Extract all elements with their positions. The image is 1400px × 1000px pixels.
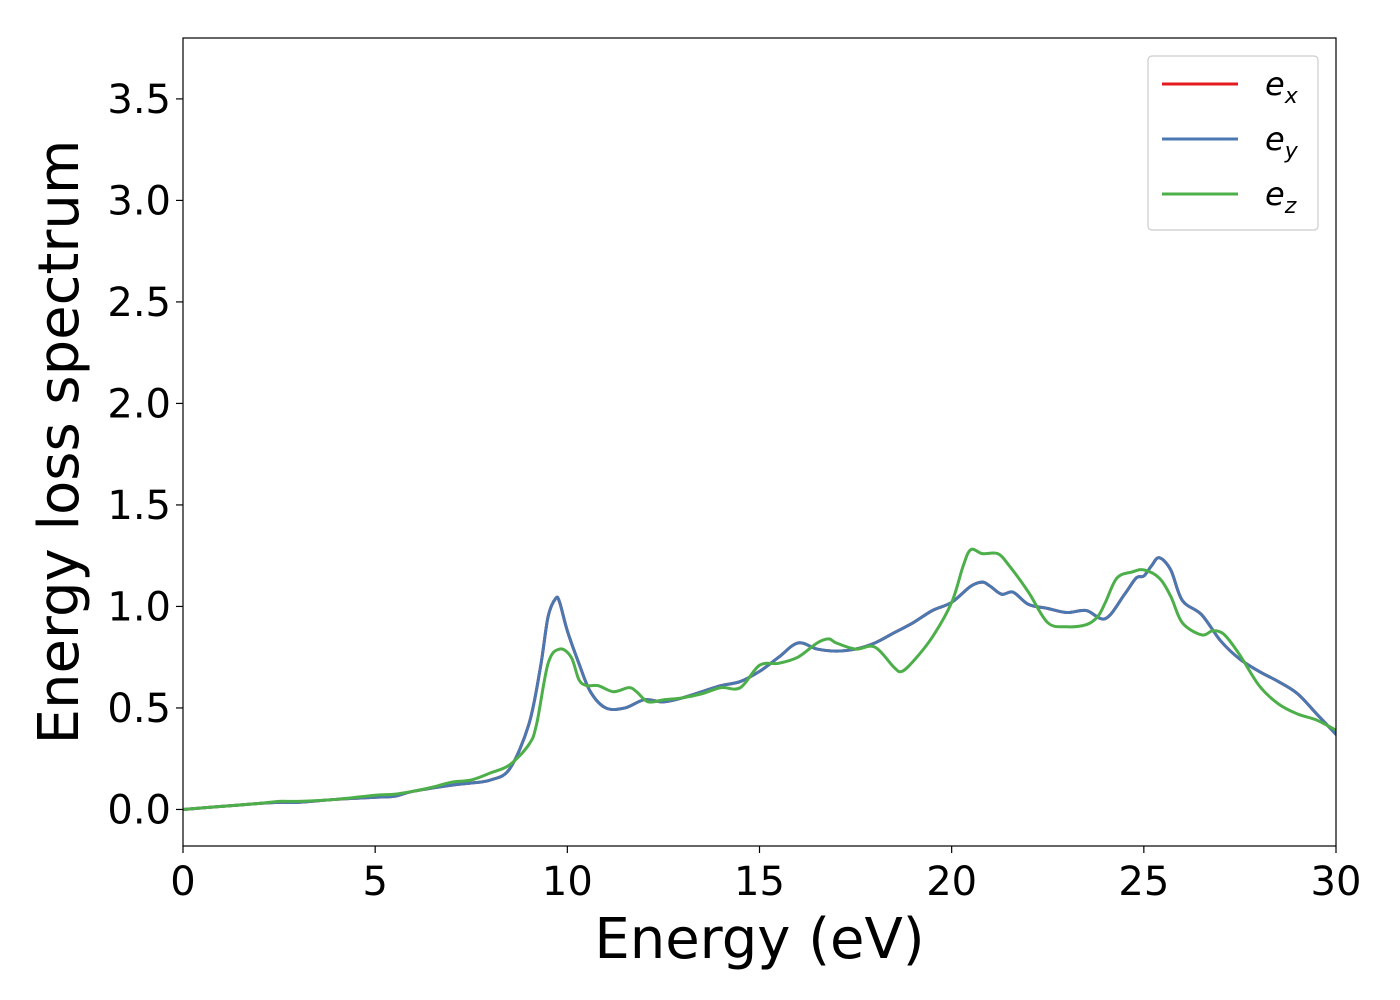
x-tick-label: 5 — [362, 859, 387, 905]
series-layer — [183, 547, 1336, 811]
y-tick-label: 2.0 — [107, 381, 171, 427]
y-tick-label: 2.5 — [107, 280, 171, 326]
legend-label-ey: ey — [1265, 120, 1299, 164]
legend-box — [1147, 55, 1319, 231]
y-tick-label: 1.0 — [107, 584, 171, 630]
y-axis: 0.0 0.5 1.0 1.5 2.0 2.5 3.0 3.5 — [107, 77, 183, 833]
x-tick-label: 25 — [1118, 859, 1169, 905]
x-tick-label: 15 — [734, 859, 785, 905]
legend: ex ey ez — [1147, 55, 1319, 231]
y-tick-label: 1.5 — [107, 483, 171, 529]
y-tick-label: 3.5 — [107, 77, 171, 123]
legend-label-ez: ez — [1265, 175, 1297, 219]
x-tick-label: 30 — [1311, 859, 1362, 905]
y-tick-label: 0.0 — [107, 787, 171, 833]
y-axis-label: Energy loss spectrum — [27, 140, 92, 745]
series-line-ez — [183, 547, 1336, 811]
x-axis: 0 5 10 15 20 25 30 — [170, 846, 1361, 905]
y-tick-label: 0.5 — [107, 686, 171, 732]
x-tick-label: 20 — [926, 859, 977, 905]
x-tick-label: 10 — [542, 859, 593, 905]
y-tick-label: 3.0 — [107, 178, 171, 224]
legend-label-ex: ex — [1265, 65, 1299, 109]
x-tick-label: 0 — [170, 859, 195, 905]
x-axis-label: Energy (eV) — [594, 907, 924, 972]
series-line-ey — [183, 556, 1336, 811]
